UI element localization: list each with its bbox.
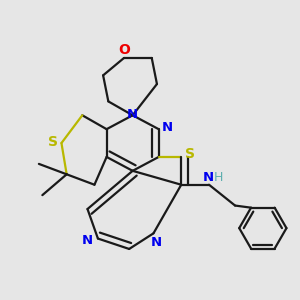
Text: N: N	[203, 171, 214, 184]
Text: S: S	[48, 135, 58, 149]
Text: N: N	[126, 108, 137, 121]
Text: N: N	[82, 234, 93, 247]
Text: H: H	[214, 171, 224, 184]
Text: S: S	[185, 147, 195, 161]
Text: O: O	[118, 43, 130, 57]
Text: N: N	[151, 236, 162, 248]
Text: N: N	[162, 121, 173, 134]
